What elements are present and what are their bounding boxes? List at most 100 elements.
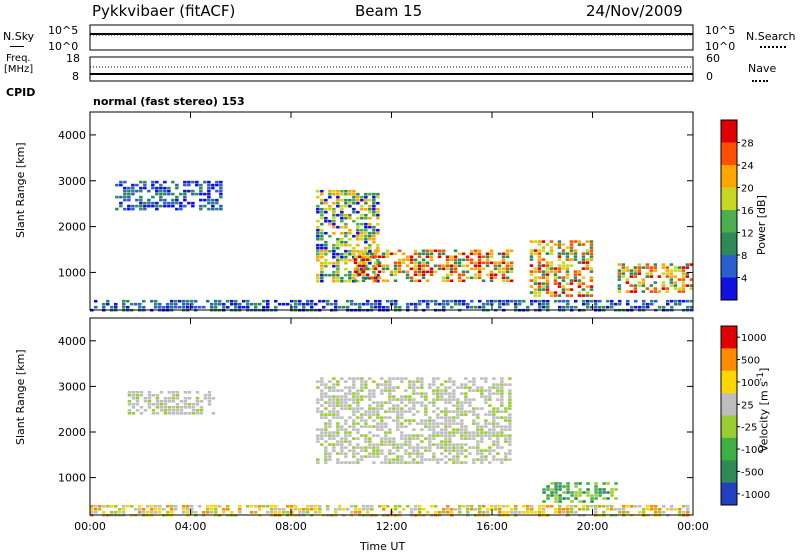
velocity-data-cell bbox=[416, 437, 420, 440]
velocity-data-cell bbox=[448, 380, 452, 383]
velocity-data-cell bbox=[336, 434, 340, 437]
power-data-cell bbox=[633, 266, 638, 269]
velocity-data-cell bbox=[270, 505, 274, 508]
power-data-cell bbox=[376, 249, 380, 253]
power-data-cell bbox=[589, 252, 594, 255]
power-data-cell bbox=[219, 195, 223, 199]
velocity-data-cell bbox=[392, 398, 396, 401]
velocity-data-cell bbox=[444, 407, 448, 410]
power-data-cell bbox=[621, 269, 626, 272]
velocity-data-cell bbox=[488, 434, 492, 437]
power-data-cell bbox=[453, 249, 458, 253]
velocity-data-cell bbox=[400, 443, 404, 446]
velocity-data-cell bbox=[460, 452, 464, 455]
velocity-data-cell bbox=[400, 458, 404, 461]
power-data-cell bbox=[348, 228, 352, 232]
power-data-cell bbox=[158, 302, 162, 306]
velocity-data-cell bbox=[432, 383, 436, 386]
velocity-data-cell bbox=[170, 508, 174, 511]
power-data-cell bbox=[618, 299, 622, 303]
power-data-cell bbox=[131, 207, 135, 211]
power-data-cell bbox=[545, 264, 550, 267]
velocity-data-cell bbox=[424, 392, 428, 395]
velocity-data-cell bbox=[472, 446, 476, 449]
power-data-cell bbox=[183, 189, 187, 193]
velocity-data-cell bbox=[670, 508, 674, 511]
power-data-cell bbox=[356, 228, 360, 232]
power-data-cell bbox=[158, 305, 162, 309]
velocity-data-cell bbox=[388, 398, 392, 401]
power-data-cell bbox=[119, 183, 123, 187]
velocity-data-cell bbox=[314, 508, 318, 511]
power-data-cell bbox=[194, 299, 198, 303]
power-data-cell bbox=[290, 299, 294, 303]
velocity-data-cell bbox=[460, 404, 464, 407]
velocity-data-cell bbox=[316, 458, 320, 461]
power-data-cell bbox=[670, 299, 674, 303]
power-data-cell bbox=[573, 249, 578, 252]
power-data-cell bbox=[589, 240, 594, 243]
velocity-data-cell bbox=[348, 389, 352, 392]
velocity-data-cell bbox=[436, 425, 440, 428]
velocity-data-cell bbox=[404, 437, 408, 440]
power-data-cell bbox=[310, 305, 314, 309]
power-data-cell bbox=[518, 299, 522, 303]
power-data-cell bbox=[405, 270, 410, 274]
power-data-cell bbox=[441, 264, 446, 268]
power-data-cell bbox=[425, 270, 430, 274]
velocity-data-cell bbox=[396, 413, 400, 416]
velocity-data-cell bbox=[139, 394, 144, 397]
power-data-cell bbox=[389, 252, 394, 256]
velocity-data-cell bbox=[618, 508, 622, 511]
velocity-data-cell bbox=[358, 511, 362, 514]
velocity-data-cell bbox=[340, 461, 344, 464]
velocity-data-cell bbox=[139, 391, 144, 394]
velocity-data-cell bbox=[638, 511, 642, 514]
power-data-cell bbox=[465, 276, 470, 280]
power-data-cell bbox=[458, 302, 462, 306]
velocity-colorbar-label: 25 bbox=[741, 400, 754, 411]
power-data-cell bbox=[316, 219, 320, 223]
power-data-cell bbox=[477, 255, 482, 259]
velocity-data-cell bbox=[147, 394, 152, 397]
velocity-data-cell bbox=[428, 401, 432, 404]
power-data-cell bbox=[195, 192, 199, 196]
power-data-cell bbox=[336, 213, 340, 217]
velocity-data-cell bbox=[131, 403, 136, 406]
nsky-legend-line bbox=[10, 46, 24, 47]
velocity-data-cell bbox=[352, 401, 356, 404]
velocity-data-cell bbox=[396, 410, 400, 413]
velocity-data-cell bbox=[452, 416, 456, 419]
velocity-data-cell bbox=[526, 511, 530, 514]
power-data-cell bbox=[641, 290, 646, 293]
power-data-cell bbox=[364, 225, 368, 229]
power-data-cell bbox=[183, 183, 187, 187]
velocity-data-cell bbox=[328, 458, 332, 461]
power-data-cell bbox=[645, 263, 650, 266]
velocity-data-cell bbox=[410, 508, 414, 511]
power-data-cell bbox=[637, 281, 642, 284]
power-data-cell bbox=[369, 252, 374, 256]
power-data-cell bbox=[195, 180, 199, 184]
velocity-data-cell bbox=[328, 434, 332, 437]
power-ylabel: Slant Range [km] bbox=[14, 142, 27, 238]
power-data-cell bbox=[661, 287, 666, 290]
power-data-cell bbox=[353, 267, 358, 271]
power-data-cell bbox=[589, 243, 594, 246]
velocity-data-cell bbox=[352, 413, 356, 416]
power-data-cell bbox=[557, 282, 562, 285]
power-data-cell bbox=[368, 258, 372, 262]
velocity-data-cell bbox=[452, 380, 456, 383]
velocity-data-cell bbox=[360, 458, 364, 461]
velocity-colorbar-label: -1000 bbox=[741, 490, 770, 501]
velocity-data-cell bbox=[356, 458, 360, 461]
velocity-data-cell bbox=[444, 437, 448, 440]
velocity-data-cell bbox=[410, 511, 414, 514]
velocity-data-cell bbox=[466, 508, 470, 511]
velocity-data-cell bbox=[476, 416, 480, 419]
velocity-data-cell bbox=[412, 458, 416, 461]
velocity-data-cell bbox=[372, 419, 376, 422]
velocity-data-cell bbox=[484, 413, 488, 416]
power-data-cell bbox=[147, 198, 151, 202]
power-data-cell bbox=[646, 302, 650, 306]
